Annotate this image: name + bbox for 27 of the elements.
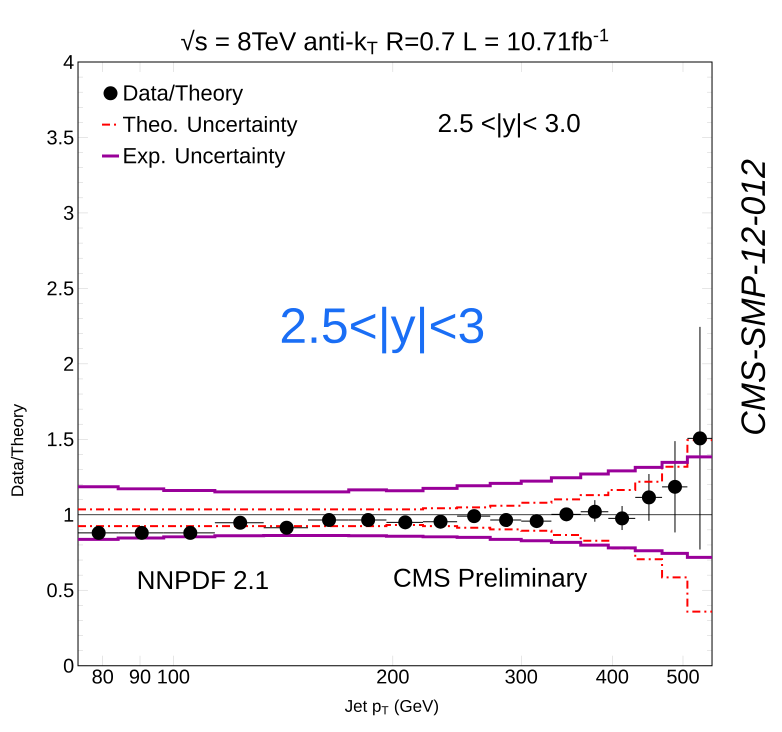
y-tick-label: 2 [64, 356, 74, 371]
legend-label: Theo. Uncertainty [123, 116, 298, 136]
x-tick-label: 500 [667, 670, 699, 684]
legend-label: Exp. Uncertainty [124, 147, 286, 168]
y-tick-label: 1.5 [48, 432, 74, 446]
x-axis-title: Jet p$_{T}$ (GeV) [344, 700, 438, 716]
x-tick-label: 90 [130, 670, 150, 684]
chart-title: √s = 8TeV anti-k$_{T}$ R=0.7 L = 10.71fb$^{-1}$ [181, 28, 608, 54]
x-tick-label: 100 [158, 670, 190, 684]
annotation: 2.5<|y|<3 [282, 306, 484, 354]
x-tick-label: 300 [505, 670, 538, 684]
text: CMS-SMP-12-012 [741, 160, 766, 434]
y-tick-label: 4 [64, 55, 74, 69]
annotation: NNPDF 2.1 [138, 570, 268, 590]
y-tick-label: 1 [64, 508, 74, 522]
x-tick-label: 400 [596, 670, 628, 684]
y-tick-label: 2.5 [48, 281, 74, 296]
y-tick-label: 0 [64, 658, 74, 673]
y-tick-label: 0.5 [47, 583, 74, 598]
y-tick-label: 3 [64, 206, 74, 220]
y-tick-label: 3.5 [47, 130, 74, 145]
annotation: CMS Preliminary [394, 568, 588, 592]
x-tick-label: 80 [92, 670, 114, 684]
y-axis-title: Data/Theory [10, 404, 27, 496]
legend-label: Data/Theory [124, 84, 244, 106]
annotation: 2.5 <|y|< 3.0 [438, 113, 580, 138]
x-tick-label: 200 [377, 670, 409, 684]
